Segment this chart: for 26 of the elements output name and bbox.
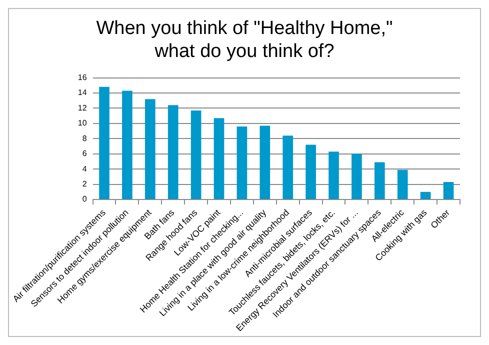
bar [374,162,385,199]
y-tick-label: 16 [78,73,88,82]
bar [144,99,156,199]
bar [352,154,362,199]
bar [214,118,224,199]
bar [168,105,178,199]
bar [420,192,431,199]
bar [306,144,316,199]
bar [260,126,270,199]
y-tick-label: 8 [82,134,88,143]
y-tick-label: 4 [82,164,88,174]
bar [236,126,248,199]
y-tick-label: 6 [82,149,88,158]
bar [99,86,110,199]
y-tick-label: 10 [78,118,88,128]
bar [397,170,408,199]
y-tick-label: 14 [78,88,88,98]
bar [190,110,202,199]
y-tick-label: 0 [82,194,88,204]
y-tick-label: 12 [78,103,88,112]
bar [443,182,454,199]
bar [122,90,132,199]
chart-title: When you think of "Healthy Home," what do you think of? [95,17,394,63]
bar [328,152,339,199]
y-tick-label: 2 [82,179,88,188]
bar [282,136,294,199]
